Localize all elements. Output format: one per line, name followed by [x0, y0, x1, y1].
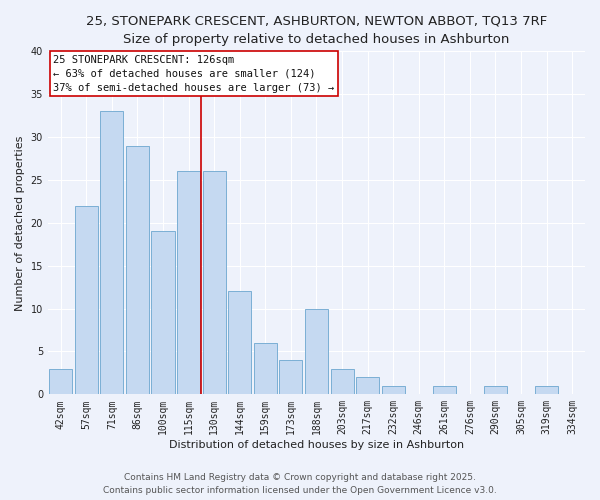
Bar: [433, 386, 456, 394]
Bar: [203, 172, 226, 394]
Bar: [49, 368, 72, 394]
Text: 25 STONEPARK CRESCENT: 126sqm
← 63% of detached houses are smaller (124)
37% of : 25 STONEPARK CRESCENT: 126sqm ← 63% of d…: [53, 55, 335, 93]
X-axis label: Distribution of detached houses by size in Ashburton: Distribution of detached houses by size …: [169, 440, 464, 450]
Y-axis label: Number of detached properties: Number of detached properties: [15, 135, 25, 310]
Title: 25, STONEPARK CRESCENT, ASHBURTON, NEWTON ABBOT, TQ13 7RF
Size of property relat: 25, STONEPARK CRESCENT, ASHBURTON, NEWTO…: [86, 15, 547, 46]
Bar: [75, 206, 98, 394]
Bar: [151, 232, 175, 394]
Bar: [535, 386, 558, 394]
Bar: [228, 292, 251, 395]
Text: Contains HM Land Registry data © Crown copyright and database right 2025.
Contai: Contains HM Land Registry data © Crown c…: [103, 474, 497, 495]
Bar: [126, 146, 149, 394]
Bar: [484, 386, 507, 394]
Bar: [331, 368, 353, 394]
Bar: [305, 308, 328, 394]
Bar: [280, 360, 302, 394]
Bar: [356, 377, 379, 394]
Bar: [254, 343, 277, 394]
Bar: [382, 386, 404, 394]
Bar: [100, 112, 124, 395]
Bar: [177, 172, 200, 394]
